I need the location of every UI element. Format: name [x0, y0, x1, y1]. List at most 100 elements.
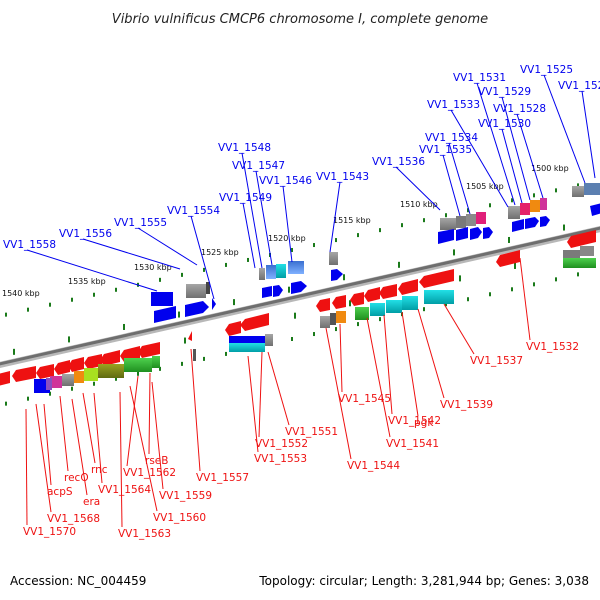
gene-box [74, 371, 84, 383]
gene-label: VV1_1549 [219, 192, 272, 269]
scale-label: 1505 kbp [466, 182, 504, 191]
gene-label-text: VV1_1532 [526, 341, 579, 353]
gene-label-text: VV1_1551 [285, 426, 338, 438]
gene-label: era [71, 398, 100, 508]
gene-arrow [262, 286, 272, 298]
gene-label-text: VV1_1542 [388, 415, 441, 427]
gene-label-text: VV1_1524 [558, 80, 600, 92]
gene-arrow [188, 331, 192, 341]
scale-label: 1525 kbp [201, 248, 239, 257]
gene-label: VV1_1545 [338, 323, 391, 405]
gene-arrow [332, 295, 346, 309]
leader-line [443, 303, 475, 355]
gene-arrow [12, 366, 36, 382]
leader-line [442, 154, 461, 217]
gene-arrow [456, 227, 468, 241]
gene-arrow [364, 287, 380, 302]
gene-label-text: rseB [145, 455, 168, 467]
gene-label: VV1_1531 [453, 72, 516, 206]
gene-label: VV1_1568 [35, 403, 100, 525]
gene-label-text: VV1_1548 [218, 142, 271, 154]
gene-box [259, 268, 265, 280]
gene-label-text: VV1_1528 [493, 103, 546, 115]
leader-line [267, 351, 290, 426]
gene-label: recO [59, 395, 89, 484]
gene-label: VV1_1536 [372, 156, 441, 211]
leader-line [448, 142, 471, 215]
gene-box [276, 264, 286, 278]
gene-label-text: VV1_1552 [255, 438, 308, 450]
gene-box [152, 356, 160, 368]
scale-label: 1530 kbp [134, 263, 172, 272]
gene-arrow [154, 306, 176, 323]
gene-label-text: VV1_1533 [427, 99, 480, 111]
leader-line [417, 308, 445, 399]
gene-label: VV1_1556 [59, 228, 181, 270]
leader-line [82, 392, 96, 464]
gene-arrow [54, 360, 70, 375]
gene-box [330, 313, 336, 325]
gene-arrow [212, 298, 216, 310]
gene-arrow [350, 292, 364, 306]
gene-arrow [496, 250, 520, 267]
gene-arrow [483, 227, 493, 239]
gene-label-text: rnc [91, 464, 108, 476]
gene-label: VV1_1524 [558, 80, 600, 179]
leader-line [241, 152, 263, 269]
gene-label-text: recO [64, 472, 89, 484]
gene-label-text: VV1_1556 [59, 228, 112, 240]
gene-label: VV1_1547 [232, 160, 285, 266]
leader-line [35, 403, 52, 513]
leader-line [126, 375, 139, 467]
gene-arrow [273, 285, 283, 297]
gene-label: VV1_1553 [247, 355, 307, 465]
gene-label: VV1_1541 [366, 317, 439, 450]
gene-label-text: VV1_1535 [419, 144, 472, 156]
gene-box [229, 336, 265, 343]
gene-box [440, 218, 456, 230]
gene-label: VV1_1544 [325, 327, 400, 472]
gene-label: VV1_1570 [23, 408, 76, 538]
gene-label: VV1_1530 [478, 118, 531, 204]
leader-line [325, 327, 352, 460]
gene-box [456, 216, 466, 228]
gene-label: VV1_1559 [151, 381, 212, 502]
gene-arrow [470, 227, 482, 240]
gene-arrow [316, 298, 330, 312]
gene-label: VV1_1529 [478, 86, 531, 201]
gene-box [62, 374, 74, 386]
accession-text: Accession: NC_004459 [10, 574, 147, 588]
scale-label: 1520 kbp [268, 234, 306, 243]
leader-line [25, 408, 28, 526]
gene-label: VV1_1546 [259, 175, 312, 263]
gene-arrow [0, 371, 10, 386]
gene-label-text: VV1_1549 [219, 192, 272, 204]
gene-arrow [138, 342, 160, 358]
gene-label: VV1_1554 [167, 205, 220, 300]
gene-box [186, 284, 206, 298]
gene-box [206, 282, 210, 294]
leader-line [190, 215, 215, 300]
scale-label: 1540 kbp [2, 289, 40, 298]
leader-line [282, 185, 293, 263]
gene-label: VV1_1533 [427, 99, 509, 208]
gene-box [329, 252, 338, 265]
scale-label: 1535 kbp [68, 277, 106, 286]
gene-box [370, 303, 385, 316]
forward-gene-labels: VV1_1525 VV1_1524 VV1_1531 VV1_1529 VV1_1528… [3, 64, 600, 300]
gene-box [572, 186, 584, 197]
gene-label-text: VV1_1537 [470, 355, 523, 367]
gene-label: VV1_1552 [255, 351, 308, 450]
gene-label: VV1_1558 [3, 239, 158, 292]
gene-label-text: acpS [47, 486, 73, 498]
gene-label-text: VV1_1543 [316, 171, 369, 183]
leader-line [395, 166, 441, 211]
gene-label: pgk [401, 311, 434, 429]
leader-line [137, 227, 198, 266]
gene-label-text: VV1_1554 [167, 205, 220, 217]
gene-label-text: VV1_1557 [196, 472, 249, 484]
gene-box [580, 246, 594, 256]
gene-label-text: era [83, 496, 100, 508]
gene-box [229, 343, 265, 352]
gene-arrow [398, 279, 418, 295]
